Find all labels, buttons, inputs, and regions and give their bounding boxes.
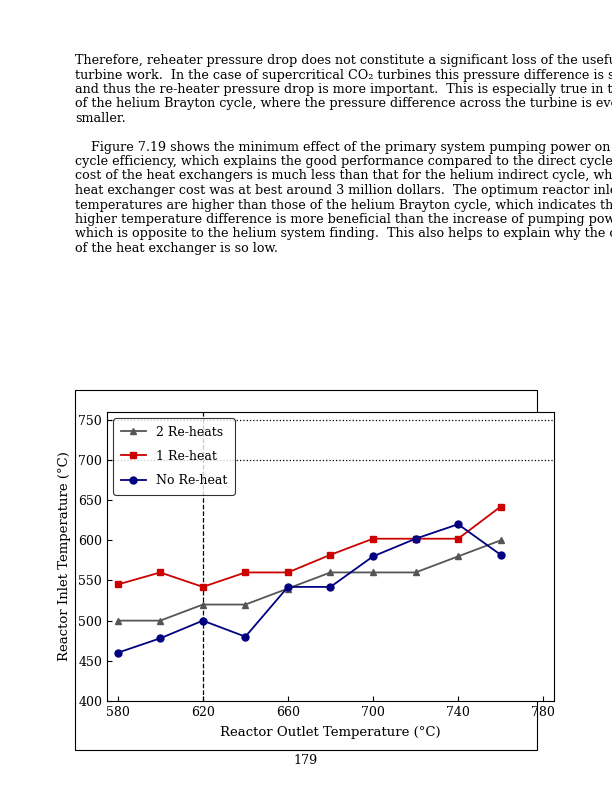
- Line: 2 Re-heats: 2 Re-heats: [114, 537, 504, 624]
- Text: cycle efficiency, which explains the good performance compared to the direct cyc: cycle efficiency, which explains the goo…: [75, 155, 612, 168]
- Text: smaller.: smaller.: [75, 112, 125, 125]
- 1 Re-heat: [327, 550, 334, 559]
- 2 Re-heats: [412, 568, 419, 577]
- No Re-heat: [114, 648, 121, 657]
- No Re-heat: [242, 632, 249, 642]
- Line: No Re-heat: No Re-heat: [114, 521, 504, 657]
- No Re-heat: [199, 616, 206, 626]
- Text: heat exchanger cost was at best around 3 million dollars.  The optimum reactor i: heat exchanger cost was at best around 3…: [75, 184, 612, 197]
- 2 Re-heats: [114, 616, 121, 626]
- 2 Re-heats: [497, 535, 504, 545]
- 2 Re-heats: [199, 600, 206, 609]
- Text: Therefore, reheater pressure drop does not constitute a significant loss of the : Therefore, reheater pressure drop does n…: [75, 54, 612, 67]
- 1 Re-heat: [370, 534, 377, 543]
- No Re-heat: [412, 534, 419, 543]
- 1 Re-heat: [284, 568, 291, 577]
- 2 Re-heats: [157, 616, 164, 626]
- 1 Re-heat: [412, 534, 419, 543]
- No Re-heat: [370, 551, 377, 561]
- Y-axis label: Reactor Inlet Temperature (°C): Reactor Inlet Temperature (°C): [58, 451, 71, 661]
- 1 Re-heat: [199, 582, 206, 592]
- Text: Figure 7.19 shows the minimum effect of the primary system pumping power on the: Figure 7.19 shows the minimum effect of …: [75, 140, 612, 154]
- No Re-heat: [455, 520, 462, 529]
- 1 Re-heat: [242, 568, 249, 577]
- Text: which is opposite to the helium system finding.  This also helps to explain why : which is opposite to the helium system f…: [75, 227, 612, 241]
- No Re-heat: [327, 582, 334, 592]
- Text: 179: 179: [294, 754, 318, 767]
- 2 Re-heats: [370, 568, 377, 577]
- Text: temperatures are higher than those of the helium Brayton cycle, which indicates : temperatures are higher than those of th…: [75, 199, 612, 211]
- No Re-heat: [497, 550, 504, 559]
- Legend: 2 Re-heats, 1 Re-heat, No Re-heat: 2 Re-heats, 1 Re-heat, No Re-heat: [113, 418, 235, 494]
- 1 Re-heat: [157, 568, 164, 577]
- No Re-heat: [284, 582, 291, 592]
- Text: and thus the re-heater pressure drop is more important.  This is especially true: and thus the re-heater pressure drop is …: [75, 83, 612, 96]
- Line: 1 Re-heat: 1 Re-heat: [114, 503, 504, 590]
- Text: higher temperature difference is more beneficial than the increase of pumping po: higher temperature difference is more be…: [75, 213, 612, 226]
- 1 Re-heat: [497, 502, 504, 512]
- Text: cost of the heat exchangers is much less than that for the helium indirect cycle: cost of the heat exchangers is much less…: [75, 169, 612, 182]
- X-axis label: Reactor Outlet Temperature (°C): Reactor Outlet Temperature (°C): [220, 725, 441, 739]
- Text: of the helium Brayton cycle, where the pressure difference across the turbine is: of the helium Brayton cycle, where the p…: [75, 97, 612, 111]
- Bar: [75, 390, 537, 750]
- 1 Re-heat: [114, 580, 121, 589]
- Text: turbine work.  In the case of supercritical CO₂ turbines this pressure differenc: turbine work. In the case of supercritic…: [75, 68, 612, 82]
- 2 Re-heats: [455, 551, 462, 561]
- 2 Re-heats: [327, 568, 334, 577]
- 1 Re-heat: [455, 534, 462, 543]
- No Re-heat: [157, 634, 164, 643]
- 2 Re-heats: [284, 584, 291, 593]
- Text: of the heat exchanger is so low.: of the heat exchanger is so low.: [75, 242, 278, 255]
- 2 Re-heats: [242, 600, 249, 609]
